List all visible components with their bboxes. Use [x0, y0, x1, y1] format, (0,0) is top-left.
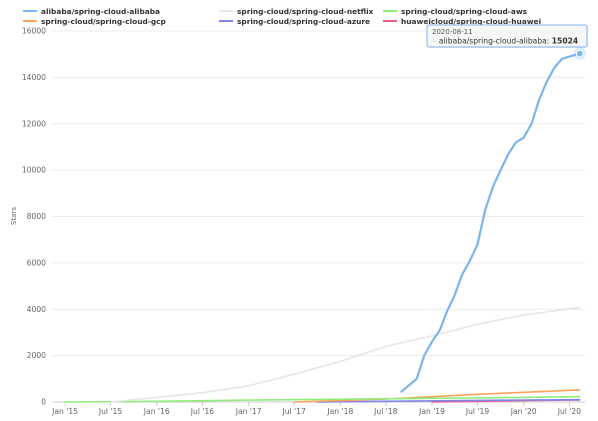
x-tick-label: Jan '15 [51, 407, 78, 416]
tooltip-series-value: ◦ alibaba/spring-cloud-alibaba: 15024 [432, 37, 578, 46]
series-line-spring-cloud-netflix [109, 306, 581, 403]
y-tick-label: 12000 [22, 119, 46, 128]
legend-entry[interactable]: spring-cloud/spring-cloud-netflix [237, 7, 374, 16]
tooltip-box [426, 24, 588, 48]
y-tick-label: 4000 [27, 305, 46, 314]
x-tick-label: Jan '16 [143, 407, 170, 416]
x-tick-label: Jul '15 [98, 407, 122, 416]
x-tick-label: Jul '18 [373, 407, 397, 416]
tooltip-label: alibaba/spring-cloud-alibaba: [439, 37, 552, 46]
x-tick-label: Jan '19 [418, 407, 445, 416]
series-line-spring-cloud-gcp [293, 389, 581, 403]
y-tick-label: 6000 [27, 258, 46, 267]
x-tick-label: Jul '20 [557, 407, 581, 416]
y-tick-label: 14000 [22, 73, 46, 82]
legend-entry[interactable]: spring-cloud/spring-cloud-azure [237, 17, 370, 26]
legend-entry[interactable]: spring-cloud/spring-cloud-gcp [41, 17, 166, 26]
x-tick-label: Jan '17 [235, 407, 262, 416]
y-tick-label: 16000 [22, 27, 46, 36]
x-tick-label: Jul '19 [465, 407, 489, 416]
tooltip-marker: ◦ [432, 37, 439, 46]
x-tick-label: Jul '17 [281, 407, 305, 416]
y-tick-label: 8000 [27, 212, 46, 221]
series-line-spring-cloud-aws [64, 395, 581, 403]
series-line-spring-cloud-alibaba [400, 52, 581, 393]
y-tick-label: 10000 [22, 166, 46, 175]
series-line-spring-cloud-azure [316, 398, 581, 403]
x-tick-label: Jan '20 [510, 407, 537, 416]
data-point-marker[interactable] [575, 49, 584, 58]
tooltip-value: 15024 [552, 37, 578, 46]
y-axis-title: Stars [10, 207, 18, 225]
legend-entry[interactable]: huaweicloud/spring-cloud-huawei [401, 17, 541, 26]
y-tick-label: 0 [41, 398, 46, 407]
y-tick-label: 2000 [27, 351, 46, 360]
legend-entry[interactable]: alibaba/spring-cloud-alibaba [41, 7, 160, 16]
x-tick-label: Jul '16 [190, 407, 214, 416]
legend-entry[interactable]: spring-cloud/spring-cloud-aws [401, 7, 528, 16]
x-tick-label: Jan '18 [326, 407, 353, 416]
tooltip-date: 2020-08-11 [432, 28, 473, 36]
